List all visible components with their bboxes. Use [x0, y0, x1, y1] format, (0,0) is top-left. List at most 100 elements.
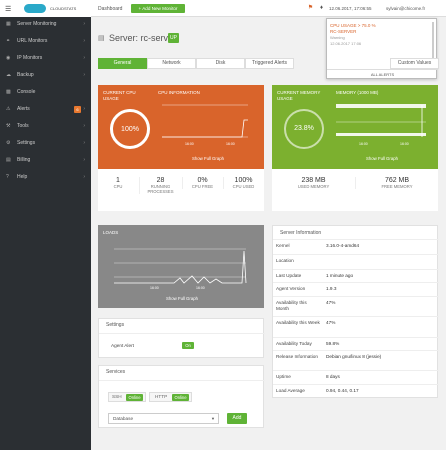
- cpu-axis-label-2: 16:00: [226, 142, 235, 146]
- info-row: Availability this Week 47%: [273, 316, 439, 337]
- stat-cpu: 1 CPU: [113, 177, 123, 189]
- sidebar-item-billing[interactable]: ▤ Billing ›: [0, 153, 91, 168]
- stat-cpu-free: 0% CPU FREE: [182, 177, 222, 189]
- info-row: Last Update 1 minute ago: [273, 269, 439, 282]
- loads-card: LOADS 16:00 16:00 Show Full Graph: [98, 225, 264, 308]
- cpu-info-label: CPU INFORMATION: [158, 90, 200, 95]
- sidebar-item-alerts[interactable]: ⚠ Alerts 6 ›: [0, 102, 91, 117]
- chevron-right-icon: ›: [83, 55, 85, 61]
- tab-bar: General Network Disk Triggered Alerts Cu…: [98, 58, 439, 69]
- sidebar-item-server-monitoring[interactable]: ▦ Server Monitoring ›: [0, 17, 91, 32]
- logo-area: ☰ CLOUDSTATS: [0, 0, 91, 17]
- link-icon: ⚭: [6, 38, 11, 44]
- loads-axis-label-1: 16:00: [150, 286, 159, 290]
- services-panel: Services SSH Online HTTP Online Database…: [98, 365, 265, 428]
- service-status-badge: Online: [172, 394, 189, 401]
- tab-custom-values[interactable]: Custom Values: [390, 58, 439, 69]
- add-monitor-button[interactable]: + Add New Monitor: [131, 4, 185, 13]
- info-row: Release Information Debian gnu/linux 8 (j…: [273, 350, 439, 370]
- chevron-right-icon: ›: [83, 123, 85, 129]
- sidebar-item-label: Help: [17, 174, 28, 180]
- alert-level: Warning: [330, 35, 345, 40]
- settings-panel: Settings Agent Alert On: [98, 318, 265, 358]
- info-row: Uptime 8 days: [273, 370, 439, 384]
- dropdown-scrollbar[interactable]: [432, 22, 434, 67]
- sidebar-item-label: Server Monitoring: [17, 21, 57, 27]
- service-select[interactable]: Database ▼: [108, 413, 219, 424]
- sidebar-item-backup[interactable]: ☁ Backup ›: [0, 68, 91, 83]
- memory-info-label: MEMORY (1000 MB): [336, 90, 379, 95]
- cpu-current-label: CURRENT CPU USAGE: [103, 90, 136, 101]
- alert-title[interactable]: CPU USAGE > 75.0 %: [330, 23, 376, 28]
- cpu-graph: [162, 104, 248, 138]
- loads-graph: [114, 248, 247, 284]
- alerts-dropdown: CPU USAGE > 75.0 % RC-SERVER Warning 12.…: [326, 18, 438, 79]
- tab-disk[interactable]: Disk: [196, 58, 245, 69]
- memory-axis-label-1: 16:00: [359, 142, 368, 146]
- sidebar-item-help[interactable]: ? Help ›: [0, 170, 91, 185]
- service-status-badge: Online: [126, 394, 143, 401]
- cpu-gauge: 100%: [110, 109, 150, 149]
- divider: [99, 333, 265, 334]
- sidebar-item-settings[interactable]: ⚙ Settings ›: [0, 136, 91, 151]
- sidebar-item-ip-monitors[interactable]: ◉ IP Monitors ›: [0, 51, 91, 66]
- sidebar-item-label: IP Monitors: [17, 55, 43, 61]
- tab-triggered-alerts[interactable]: Triggered Alerts: [245, 58, 294, 69]
- chevron-down-icon: ▼: [211, 416, 215, 421]
- server-icon: ▤: [98, 35, 105, 42]
- alerts-count-badge: 6: [74, 106, 81, 113]
- bell-icon[interactable]: ♦: [319, 5, 324, 11]
- sidebar-item-label: Alerts: [17, 106, 30, 112]
- sidebar-item-label: Backup: [17, 72, 34, 78]
- server-information-panel: Server Information Kernel 3.16.0-4-amd64 …: [272, 225, 439, 398]
- chevron-right-icon: ›: [83, 157, 85, 163]
- cpu-stats: 1 CPU 28 RUNNING PROCESSES 0% CPU FREE 100%…: [98, 169, 264, 211]
- info-row: Location: [273, 254, 439, 269]
- breadcrumb[interactable]: Dashboard: [98, 6, 123, 12]
- tab-general[interactable]: General: [98, 58, 147, 69]
- sidebar-item-url-monitors[interactable]: ⚭ URL Monitors ›: [0, 34, 91, 49]
- memory-show-graph-link[interactable]: Show Full Graph: [366, 156, 399, 161]
- memory-graph: [336, 104, 426, 137]
- services-title: Services: [106, 369, 126, 375]
- service-ssh: SSH Online: [108, 392, 146, 402]
- loads-axis-label-2: 16:00: [196, 286, 205, 290]
- service-select-value: Database: [113, 416, 134, 421]
- stat-free-memory: 762 MB FREE MEMORY: [355, 177, 438, 189]
- help-icon: ?: [6, 174, 9, 180]
- gear-icon: ⚙: [6, 140, 11, 146]
- info-row: Agent Version 1.9.3: [273, 282, 439, 296]
- loads-show-graph-link[interactable]: Show Full Graph: [166, 296, 199, 301]
- cpu-axis-label-1: 16:00: [185, 142, 194, 146]
- agent-alert-toggle[interactable]: On: [182, 342, 194, 349]
- add-service-button[interactable]: Add: [227, 413, 247, 424]
- chevron-right-icon: ›: [83, 140, 85, 146]
- memory-gauge: 23.8%: [284, 109, 324, 149]
- cpu-show-graph-link[interactable]: Show Full Graph: [192, 156, 225, 161]
- service-http: HTTP Online: [149, 392, 192, 402]
- ip-icon: ◉: [6, 55, 11, 61]
- page-title: Server: rc-server: [109, 33, 177, 43]
- all-alerts-link[interactable]: ALL ALERTS: [327, 69, 438, 78]
- alert-icon: ⚠: [6, 106, 11, 112]
- current-time: 12.06.2017, 17:06:55: [329, 6, 372, 11]
- settings-title: Settings: [106, 322, 125, 328]
- sidebar-item-label: Tools: [17, 123, 29, 129]
- agent-alert-label: Agent Alert: [111, 343, 134, 348]
- sidebar-item-label: Console: [17, 89, 36, 95]
- tab-network[interactable]: Network: [147, 58, 196, 69]
- chevron-right-icon: ›: [83, 21, 85, 27]
- sidebar-item-tools[interactable]: ⚒ Tools ›: [0, 119, 91, 134]
- menu-icon[interactable]: ☰: [5, 6, 12, 13]
- logo-text: CLOUDSTATS: [50, 6, 77, 11]
- sidebar-item-console[interactable]: ▩ Console: [0, 85, 91, 100]
- stat-cpu-used: 100% CPU USED: [223, 177, 263, 189]
- status-badge: UP: [168, 33, 179, 43]
- top-bar: ☰ CLOUDSTATS Dashboard + Add New Monitor…: [0, 0, 446, 17]
- info-row: Availability Today 59.8%: [273, 337, 439, 350]
- divider: [99, 380, 265, 381]
- flag-alert-icon[interactable]: ⚑: [307, 5, 314, 11]
- server-icon: ▦: [6, 21, 11, 27]
- user-menu[interactable]: sylvain@chicome.fr: [386, 6, 426, 11]
- stat-running-processes: 28 RUNNING PROCESSES: [139, 177, 181, 194]
